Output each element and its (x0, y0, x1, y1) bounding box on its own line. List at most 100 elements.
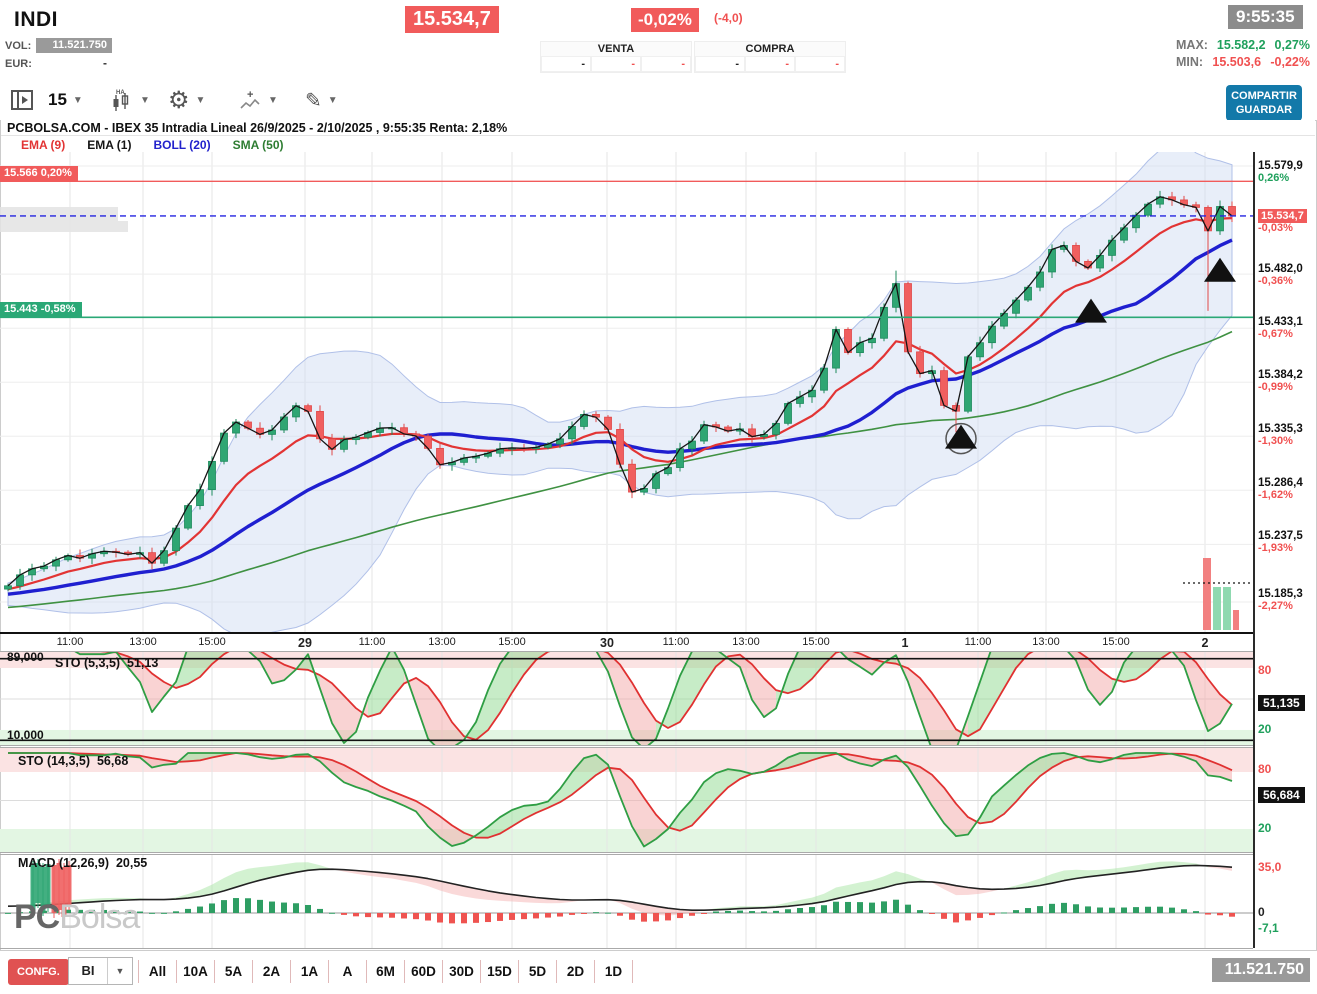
share-button-line1: COMPARTIR (1226, 89, 1302, 103)
price-axis-label: 15.534,7-0,03% (1258, 209, 1316, 234)
x-axis-day-label: 30 (600, 636, 614, 650)
x-axis-time-label: 11:00 (57, 636, 84, 648)
chevron-down-icon[interactable]: ▼ (107, 958, 132, 984)
sto1-label: STO (5,3,5) 51,13 (55, 656, 158, 670)
share-save-button[interactable]: COMPARTIR GUARDAR (1226, 85, 1302, 121)
chevron-down-icon[interactable]: ▼ (73, 95, 83, 106)
sto1-20-label: 20 (1258, 722, 1271, 736)
change-points: (-4,0) (714, 11, 743, 25)
x-axis-time-label: 11:00 (663, 636, 690, 648)
range-button-30d[interactable]: 30D (443, 960, 481, 983)
price-axis-label: 15.286,4-1,62% (1258, 477, 1316, 501)
x-axis-time-label: 11:00 (965, 636, 992, 648)
range-button-5a[interactable]: 5A (215, 960, 253, 983)
stochastic-slow-panel[interactable] (0, 748, 1253, 852)
draw-tools-icon[interactable]: ✎▼ (305, 86, 338, 114)
max-percent: 0,27% (1275, 38, 1310, 52)
main-price-chart[interactable] (0, 152, 1253, 632)
range-button-2d[interactable]: 2D (557, 960, 595, 983)
x-axis-labels: 11:00 13:00 15:00 29 11:00 13:00 15:00 30 11:00 1… (0, 633, 1253, 652)
x-axis-day-label: 2 (1202, 636, 1209, 650)
price-axis-label: 15.384,2-0,99% (1258, 369, 1316, 393)
range-button-10a[interactable]: 10A (177, 960, 215, 983)
macd-panel[interactable] (0, 855, 1253, 948)
macd-zero-label: 0 (1258, 905, 1265, 919)
vol-label: VOL: (5, 40, 31, 52)
last-price-badge: 15.534,7 (405, 6, 499, 33)
venta-cell: - (541, 56, 591, 72)
legend-sma[interactable]: SMA (50) (233, 138, 284, 152)
legend-ema1[interactable]: EMA (1) (87, 138, 131, 152)
sto2-80-label: 80 (1258, 762, 1271, 776)
price-axis-label: 15.433,1-0,67% (1258, 316, 1316, 340)
indicator-legend: EMA (9) EMA (1) BOLL (20) SMA (50) (1, 137, 1273, 152)
range-button-60d[interactable]: 60D (405, 960, 443, 983)
chart-type-candles-icon[interactable]: HA ▼ (108, 86, 150, 114)
range-button-1d[interactable]: 1D (595, 960, 633, 983)
range-button-all[interactable]: All (138, 960, 177, 983)
range-button-a[interactable]: A (329, 960, 367, 983)
x-axis-time-label: 11:00 (359, 636, 386, 648)
min-percent: -0,22% (1270, 55, 1310, 69)
symbol-title: INDI (14, 8, 58, 32)
add-indicator-icon[interactable]: + ▼ (238, 86, 278, 114)
interval-selector[interactable]: 15 ▼ (48, 86, 83, 114)
x-axis-time-label: 15:00 (1102, 636, 1130, 648)
chevron-down-icon[interactable]: ▼ (140, 95, 150, 106)
panel-toggle-icon[interactable] (10, 86, 34, 114)
x-axis-day-label: 1 (902, 636, 909, 650)
session-volume-badge: 11.521.750 (1212, 958, 1310, 982)
macd-top-label: 35,0 (1258, 860, 1281, 874)
chevron-down-icon[interactable]: ▼ (328, 95, 338, 106)
current-price-badge: 15.534,7 (1258, 209, 1307, 223)
range-button-1a[interactable]: 1A (291, 960, 329, 983)
min-value: 15.503,6 (1212, 55, 1261, 69)
venta-header: VENTA (541, 42, 691, 56)
range-button-2a[interactable]: 2A (253, 960, 291, 983)
legend-ema9[interactable]: EMA (9) (21, 138, 65, 152)
venta-panel: VENTA - - - (540, 41, 692, 73)
support-level-badge: 15.443 -0,58% (0, 302, 82, 317)
max-value: 15.582,2 (1217, 38, 1266, 52)
range-button-5d[interactable]: 5D (519, 960, 557, 983)
compra-cell: - (795, 56, 845, 72)
share-button-line2: GUARDAR (1226, 103, 1302, 117)
x-axis-time-label: 13:00 (732, 636, 760, 648)
eur-value: - (36, 56, 112, 70)
chart-title-bar: PCBOLSA.COM - IBEX 35 Intradia Lineal 26… (1, 120, 1315, 136)
x-axis-time-label: 15:00 (802, 636, 830, 648)
sto1-lower-bound-label: 10,000 (7, 728, 44, 742)
max-label: MAX: (1176, 38, 1208, 52)
range-button-15d[interactable]: 15D (481, 960, 519, 983)
range-button-6m[interactable]: 6M (367, 960, 405, 983)
sto2-20-label: 20 (1258, 821, 1271, 835)
compra-header: COMPRA (695, 42, 845, 56)
axis-border (1253, 152, 1255, 948)
svg-text:+: + (247, 89, 253, 101)
x-axis-day-label: 29 (298, 636, 312, 650)
svg-text:HA: HA (116, 90, 125, 96)
compra-panel: COMPRA - - - (694, 41, 846, 73)
interval-value: 15 (48, 90, 67, 110)
sto1-upper-bound-label: 89,000 (7, 650, 44, 664)
min-label: MIN: (1176, 55, 1203, 69)
x-axis-time-label: 15:00 (498, 636, 526, 648)
x-axis-time-label: 15:00 (198, 636, 226, 648)
chevron-down-icon[interactable]: ▼ (268, 95, 278, 106)
macd-hist-label: -7,1 (1258, 921, 1279, 935)
config-button[interactable]: CONFG. (8, 959, 69, 985)
stochastic-fast-panel[interactable] (0, 652, 1253, 745)
sto2-label: STO (14,3,5) 56,68 (18, 754, 128, 768)
chevron-down-icon[interactable]: ▼ (196, 95, 206, 106)
legend-boll[interactable]: BOLL (20) (153, 138, 210, 152)
compra-cell: - (695, 56, 745, 72)
x-axis-time-label: 13:00 (129, 636, 157, 648)
chart-style-dropdown[interactable]: BI ▼ (68, 957, 133, 985)
x-axis-time-label: 13:00 (428, 636, 456, 648)
settings-gear-icon[interactable]: ⚙▼ (168, 86, 205, 114)
price-axis-label: 15.335,3-1,30% (1258, 423, 1316, 447)
